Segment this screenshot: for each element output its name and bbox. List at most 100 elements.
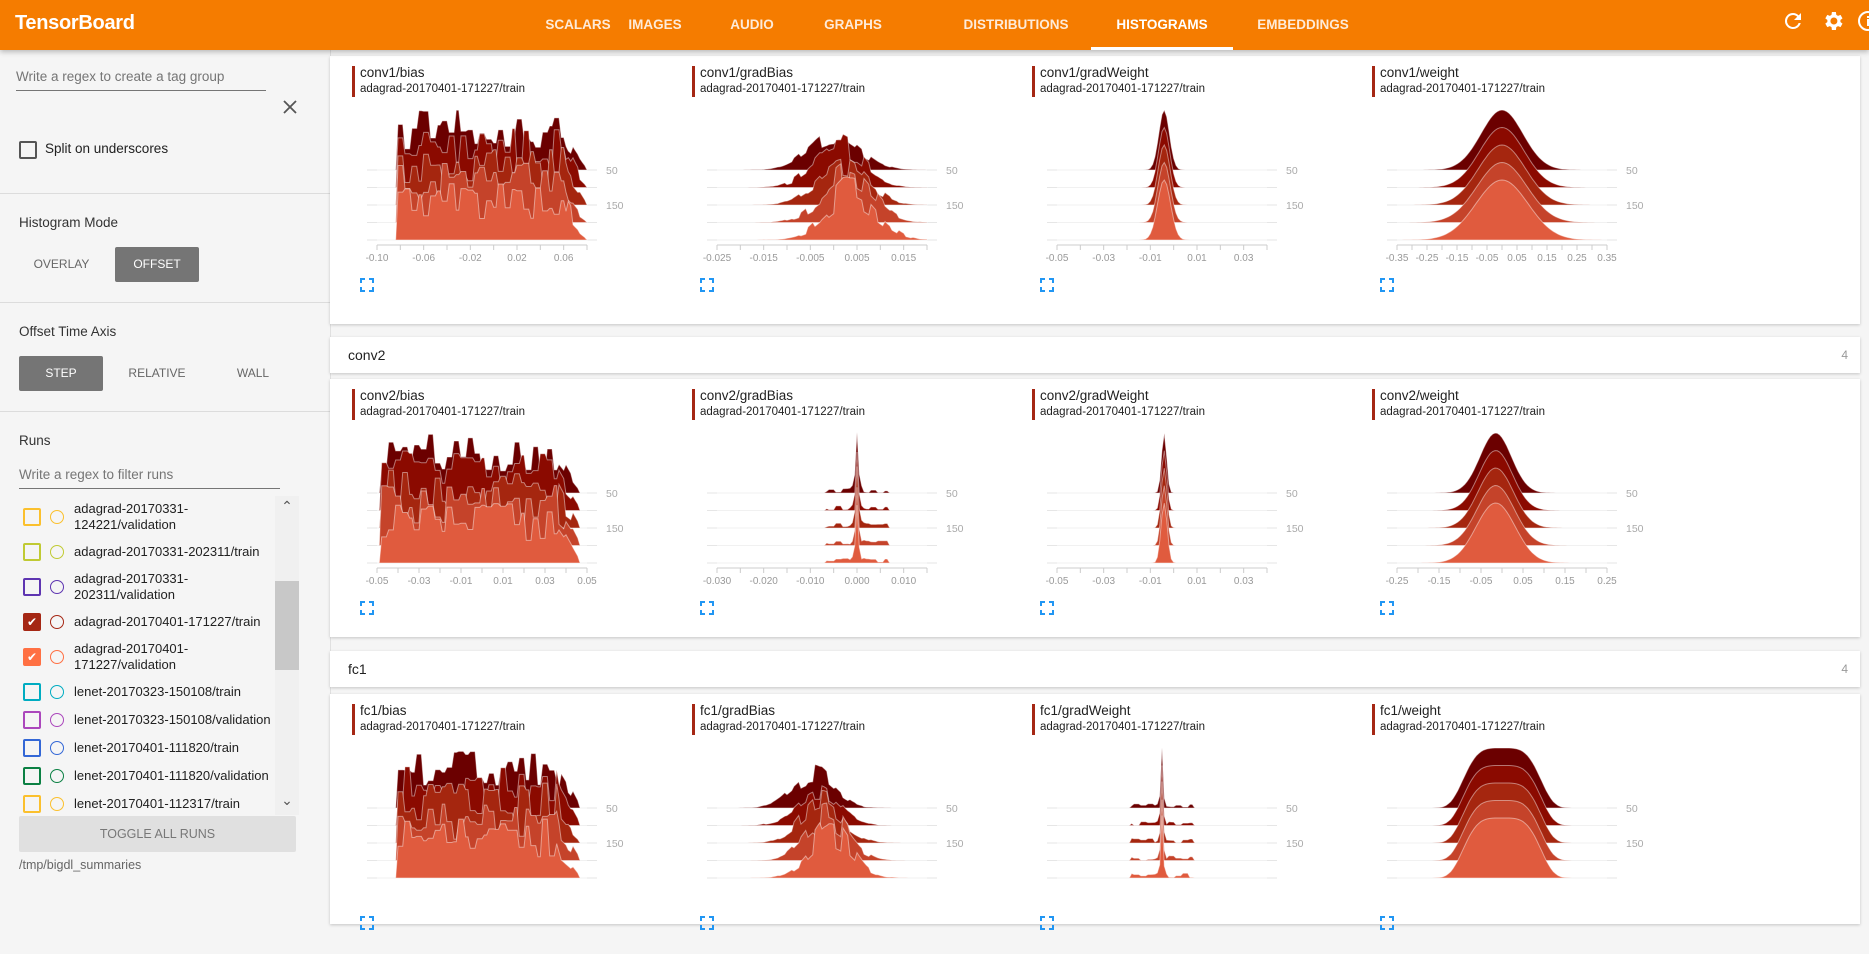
run-checkbox[interactable]	[23, 711, 41, 729]
run-color-radio[interactable]	[50, 685, 64, 699]
info-icon[interactable]	[1856, 9, 1869, 33]
run-color-radio[interactable]	[50, 769, 64, 783]
expand-icon[interactable]	[700, 916, 714, 930]
section-header-fc1[interactable]: fc1 4	[330, 651, 1860, 687]
x-tick-label: 0.005	[844, 253, 869, 264]
x-tick-label: -0.01	[1139, 253, 1162, 264]
run-color-bar	[1372, 389, 1375, 420]
x-tick-label: -0.010	[796, 576, 825, 587]
run-item[interactable]: lenet-20170323-150108/train	[14, 678, 272, 706]
run-checkbox[interactable]	[23, 508, 41, 526]
run-item[interactable]: ✔ adagrad-20170401-171227/validation	[14, 636, 272, 678]
run-item[interactable]: adagrad-20170331-202311/train	[14, 538, 272, 566]
relative-button[interactable]: RELATIVE	[128, 366, 186, 380]
run-color-radio[interactable]	[50, 510, 64, 524]
step-label: 150	[1626, 200, 1644, 212]
histogram-plot: 50 150 -0.35 -0.25 -0.15 -0.05 0.05 0.15 0.25 0.3…	[1386, 109, 1644, 264]
run-checkbox[interactable]	[23, 543, 41, 561]
histogram-plot: 50 150 -0.05 -0.03 -0.01 0.01 0.03	[1046, 433, 1304, 587]
expand-icon-glyph	[360, 601, 374, 615]
expand-icon[interactable]	[360, 916, 374, 930]
offset-button[interactable]: OFFSET	[115, 247, 199, 282]
histogram-chart: conv1/weight adagrad-20170401-171227/trai…	[1372, 56, 1692, 316]
expand-icon-glyph	[700, 278, 714, 292]
run-checkbox[interactable]	[23, 767, 41, 785]
run-item[interactable]: adagrad-20170331-124221/validation	[14, 496, 272, 538]
expand-icon[interactable]	[1380, 278, 1394, 292]
run-checkbox[interactable]	[23, 739, 41, 757]
run-item[interactable]: lenet-20170401-111820/validation	[14, 762, 272, 790]
run-color-radio[interactable]	[50, 545, 64, 559]
section-title: conv2	[348, 347, 386, 363]
run-filter-input[interactable]: Write a regex to filter runs	[19, 467, 280, 489]
x-tick-label: -0.015	[749, 253, 778, 264]
run-color-radio[interactable]	[50, 615, 64, 629]
x-tick-label: 0.15	[1537, 253, 1557, 264]
x-tick-label: -0.25	[1386, 576, 1409, 587]
run-checkbox[interactable]: ✔	[23, 613, 41, 631]
run-item[interactable]: lenet-20170401-112317/train	[14, 790, 272, 815]
x-tick-label: -0.05	[1476, 253, 1499, 264]
step-label: 50	[606, 488, 618, 500]
expand-icon[interactable]	[700, 278, 714, 292]
wall-button[interactable]: WALL	[236, 366, 270, 380]
x-tick-label: -0.01	[1139, 576, 1162, 587]
run-color-radio[interactable]	[50, 713, 64, 727]
run-item[interactable]: adagrad-20170331-202311/validation	[14, 566, 272, 608]
expand-icon[interactable]	[700, 601, 714, 615]
run-color-radio[interactable]	[50, 741, 64, 755]
expand-icon[interactable]	[1040, 278, 1054, 292]
step-label: 50	[606, 165, 618, 177]
x-tick-label: 0.01	[493, 576, 513, 587]
expand-icon[interactable]	[360, 278, 374, 292]
tab-embeddings[interactable]: EMBEDDINGS	[1257, 17, 1349, 32]
x-tick-label: 0.05	[1513, 576, 1533, 587]
tab-audio[interactable]: AUDIO	[730, 17, 774, 32]
refresh-icon[interactable]	[1781, 9, 1805, 33]
step-label: 150	[606, 838, 624, 850]
section-header-conv2[interactable]: conv2 4	[330, 337, 1860, 373]
x-tick-label: 0.03	[1234, 576, 1254, 587]
tab-images[interactable]: IMAGES	[628, 17, 682, 32]
histogram-plot: 50 150 -0.10 -0.06 -0.02 0.02 0.06	[366, 109, 624, 264]
run-checkbox[interactable]	[23, 795, 41, 813]
chart-tag: conv2/bias	[360, 388, 425, 403]
split-underscores-label: Split on underscores	[45, 141, 169, 156]
tab-graphs[interactable]: GRAPHS	[824, 17, 882, 32]
split-underscores-checkbox[interactable]	[19, 141, 37, 159]
run-checkbox[interactable]	[23, 578, 41, 596]
run-color-bar	[692, 389, 695, 420]
run-checkbox[interactable]: ✔	[23, 648, 41, 666]
expand-icon[interactable]	[360, 601, 374, 615]
close-icon[interactable]	[283, 100, 297, 114]
tag-group-input[interactable]: Write a regex to create a tag group	[16, 69, 266, 91]
divider	[0, 411, 330, 412]
run-color-radio[interactable]	[50, 580, 64, 594]
step-button[interactable]: STEP	[19, 356, 103, 391]
x-tick-label: 0.01	[1187, 253, 1207, 264]
expand-icon[interactable]	[1040, 601, 1054, 615]
scroll-up-icon[interactable]: ⌃	[281, 498, 293, 514]
scroll-down-icon[interactable]: ⌄	[281, 792, 293, 808]
tab-distributions[interactable]: DISTRIBUTIONS	[963, 17, 1069, 32]
run-item[interactable]: ✔ adagrad-20170401-171227/train	[14, 608, 272, 636]
run-item[interactable]: lenet-20170323-150108/validation	[14, 706, 272, 734]
runs-scrollbar-thumb[interactable]	[275, 581, 299, 670]
tab-histograms[interactable]: HISTOGRAMS	[1116, 17, 1208, 32]
overlay-button[interactable]: OVERLAY	[33, 257, 90, 271]
toggle-all-runs-button[interactable]: TOGGLE ALL RUNS	[19, 816, 296, 852]
expand-icon[interactable]	[1380, 601, 1394, 615]
histogram-plot: 50 150 -0.05 -0.03 -0.01 0.01 0.03	[1046, 108, 1304, 264]
step-label: 150	[1286, 838, 1304, 850]
run-item[interactable]: lenet-20170401-111820/train	[14, 734, 272, 762]
expand-icon[interactable]	[1380, 916, 1394, 930]
histogram-chart: conv1/bias adagrad-20170401-171227/train 5…	[352, 56, 672, 316]
tab-scalars[interactable]: SCALARS	[545, 17, 611, 32]
run-color-radio[interactable]	[50, 797, 64, 811]
histogram-step-4	[1057, 503, 1267, 564]
expand-icon[interactable]	[1040, 916, 1054, 930]
settings-icon[interactable]	[1821, 9, 1845, 33]
run-color-bar	[352, 66, 355, 97]
run-color-radio[interactable]	[50, 650, 64, 664]
run-checkbox[interactable]	[23, 683, 41, 701]
